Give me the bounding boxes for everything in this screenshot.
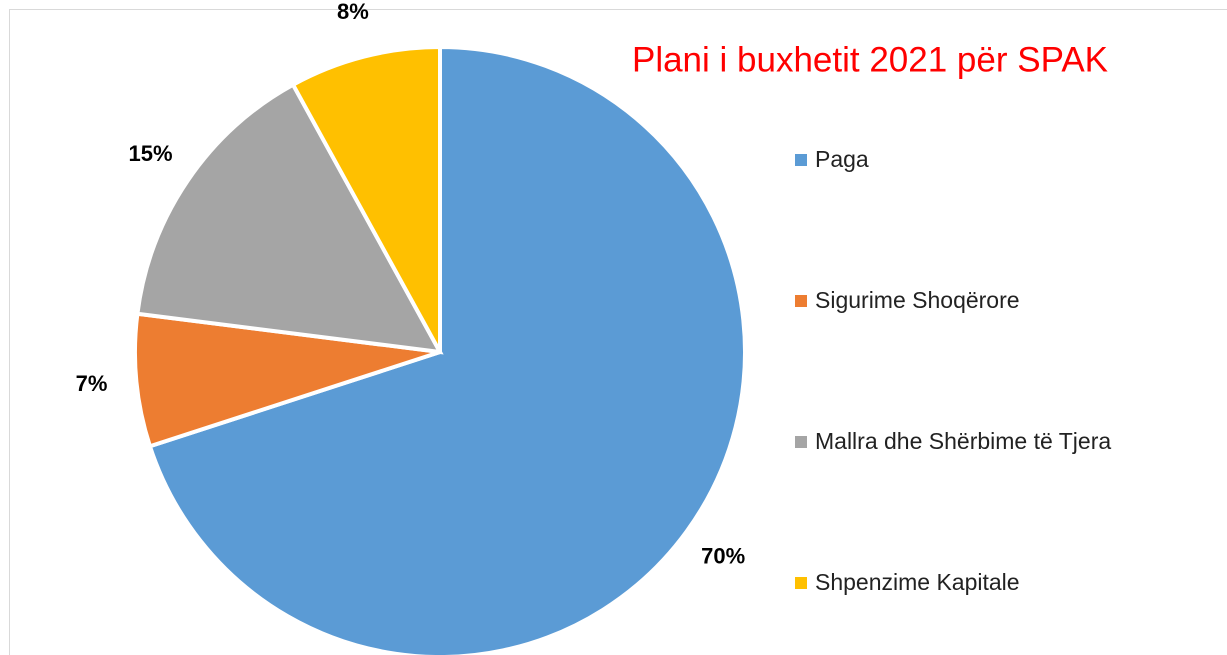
data-label: 8% [337, 0, 369, 24]
data-label: 15% [128, 141, 172, 166]
data-label: 70% [701, 544, 745, 569]
pie-slice [135, 82, 444, 355]
legend-swatch [795, 295, 807, 307]
legend-label: Shpenzime Kapitale [815, 569, 1020, 595]
chart-frame [9, 9, 1227, 655]
pie-slice [290, 44, 442, 353]
legend-swatch [795, 154, 807, 166]
chart-title: Plani i buxhetit 2021 për SPAK [632, 40, 1108, 79]
legend-label: Mallra dhe Shërbime të Tjera [815, 428, 1111, 454]
legend-swatch [795, 577, 807, 589]
data-label: 7% [76, 371, 108, 396]
legend-label: Paga [815, 146, 869, 172]
legend-label: Sigurime Shoqërore [815, 287, 1020, 313]
legend-swatch [795, 436, 807, 448]
pie-slice [133, 311, 441, 449]
pie-slice [147, 44, 747, 655]
